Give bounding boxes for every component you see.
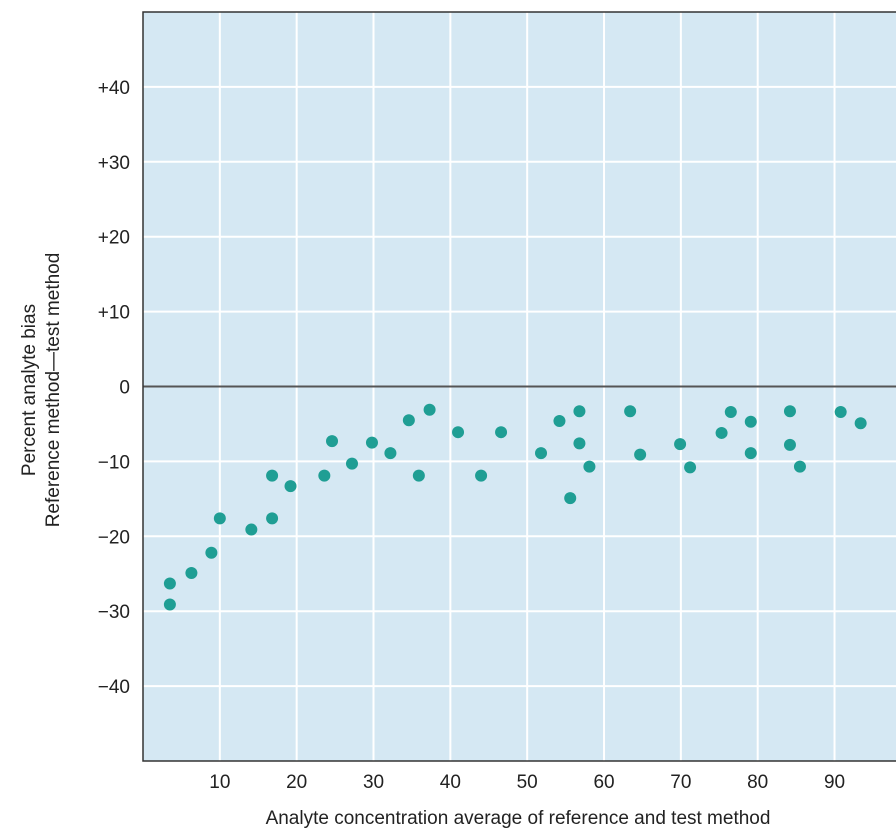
data-point <box>266 469 279 482</box>
data-point <box>163 598 176 611</box>
x-tick-label: 30 <box>363 772 384 793</box>
x-tick-label: 40 <box>440 772 461 793</box>
data-point <box>345 457 358 470</box>
x-tick-label: 60 <box>593 772 614 793</box>
x-tick-label: 70 <box>670 772 691 793</box>
data-point <box>326 435 339 448</box>
data-point <box>412 469 425 482</box>
y-axis-title-line-1: Percent analyte bias <box>19 304 40 476</box>
data-point <box>583 460 596 473</box>
y-tick-labels: +40 +30 +20 +10 0 −10 −20 −30 −40 <box>98 78 130 698</box>
data-point <box>452 426 465 439</box>
data-point <box>163 577 176 590</box>
data-points <box>163 403 867 611</box>
x-tick-label: 10 <box>209 772 230 793</box>
data-point <box>793 460 806 473</box>
x-tick-label: 90 <box>824 772 845 793</box>
x-tick-label: 20 <box>286 772 307 793</box>
y-tick-label: +10 <box>98 303 130 324</box>
data-point <box>423 403 436 416</box>
data-point <box>573 437 586 450</box>
y-tick-label: +30 <box>98 153 130 174</box>
data-point <box>783 438 796 451</box>
grid-lines <box>143 12 896 761</box>
data-point <box>266 512 279 525</box>
y-tick-label: 0 <box>119 378 130 399</box>
data-point <box>834 405 847 418</box>
x-tick-label: 50 <box>517 772 538 793</box>
data-point <box>724 405 737 418</box>
plot-frame <box>142 11 896 762</box>
y-tick-label: −10 <box>98 452 130 473</box>
data-point <box>213 512 226 525</box>
data-point <box>402 414 415 427</box>
data-point <box>783 405 796 418</box>
y-tick-label: −20 <box>98 527 130 548</box>
y-tick-label: −40 <box>98 677 130 698</box>
data-point <box>553 414 566 427</box>
data-point <box>284 480 297 493</box>
data-point <box>634 448 647 461</box>
data-point <box>245 523 258 536</box>
data-point <box>684 461 697 474</box>
data-point <box>205 546 218 559</box>
data-point <box>573 405 586 418</box>
x-axis-title: Analyte concentration average of referen… <box>266 808 771 829</box>
data-point <box>674 438 687 451</box>
data-point <box>475 469 488 482</box>
data-point <box>854 417 867 430</box>
data-point <box>744 447 757 460</box>
data-point <box>365 436 378 449</box>
data-point <box>318 469 331 482</box>
data-point <box>744 415 757 428</box>
y-axis-title-line-2: Reference method—test method <box>43 253 64 528</box>
x-tick-label: 80 <box>747 772 768 793</box>
data-point <box>624 405 637 418</box>
data-point <box>495 426 508 439</box>
y-tick-label: −30 <box>98 602 130 623</box>
data-point <box>185 567 198 580</box>
data-point <box>535 447 548 460</box>
x-tick-labels: 10 20 30 40 50 60 70 80 90 <box>209 772 845 793</box>
y-tick-label: +40 <box>98 78 130 99</box>
data-point <box>715 426 728 439</box>
y-tick-label: +20 <box>98 228 130 249</box>
data-point <box>384 447 397 460</box>
data-point <box>564 492 577 505</box>
